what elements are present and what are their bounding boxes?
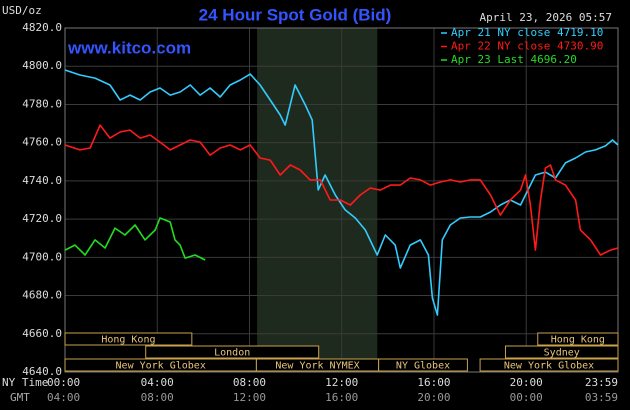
- x2-tick-label: 08:00: [141, 391, 174, 404]
- x-tick-label: 23:59: [585, 376, 618, 389]
- x-tick-label: 08:00: [233, 376, 266, 389]
- session-box: [378, 358, 468, 372]
- y-tick-label: 4800.0: [22, 59, 62, 72]
- series-line: [64, 217, 206, 261]
- session-box: [504, 345, 619, 359]
- session-box: [64, 332, 193, 346]
- legend-label: Apr 23 Last 4696.20: [451, 53, 577, 66]
- x2-tick-label: 16:00: [325, 391, 358, 404]
- x-tick-label: 12:00: [325, 376, 358, 389]
- x2-axis-label: GMT: [10, 391, 30, 404]
- session-box: [537, 332, 619, 346]
- y-tick-label: 4640.0: [22, 365, 62, 378]
- x-tick-label: 04:00: [141, 376, 174, 389]
- session-label: Hong Kong: [551, 335, 605, 346]
- session-label: London: [214, 348, 250, 359]
- x2-tick-label: 03:59: [585, 391, 618, 404]
- y-tick-label: 4760.0: [22, 136, 62, 149]
- y-tick-label: 4700.0: [22, 250, 62, 263]
- x-tick-label: 16:00: [417, 376, 450, 389]
- series-line: [64, 69, 619, 316]
- y-tick-label: 4780.0: [22, 97, 62, 110]
- y-tick-label: 4740.0: [22, 174, 62, 187]
- x2-tick-label: 00:00: [510, 391, 543, 404]
- legend-label: Apr 22 NY close 4730.90: [451, 40, 603, 53]
- session-box: [479, 358, 619, 372]
- x2-tick-label: 20:00: [417, 391, 450, 404]
- session-label: New York NYMEX: [275, 361, 359, 372]
- session-box: [145, 345, 320, 359]
- y-tick-label: 4680.0: [22, 289, 62, 302]
- chart-title: 24 Hour Spot Gold (Bid): [199, 5, 392, 24]
- session-label: New York Globex: [504, 361, 594, 372]
- shaded-session: [257, 28, 378, 372]
- unit-label: USD/oz: [2, 4, 42, 17]
- watermark: www.kitco.com: [67, 38, 191, 57]
- x-tick-label: 00:00: [47, 376, 80, 389]
- session-label: New York Globex: [116, 361, 206, 372]
- session-label: Sydney: [544, 348, 580, 359]
- y-tick-label: 4820.0: [22, 21, 62, 34]
- series-line: [64, 124, 619, 256]
- plot-frame: [64, 27, 619, 373]
- x2-tick-label: 04:00: [47, 391, 80, 404]
- y-tick-label: 4720.0: [22, 212, 62, 225]
- legend-label: Apr 21 NY close 4719.10: [451, 26, 603, 39]
- x-axis-label: NY Time: [2, 376, 48, 389]
- x-tick-label: 20:00: [510, 376, 543, 389]
- session-label: NY Globex: [396, 361, 450, 372]
- x2-tick-label: 12:00: [233, 391, 266, 404]
- y-tick-label: 4660.0: [22, 327, 62, 340]
- session-label: Hong Kong: [101, 335, 155, 346]
- timestamp: April 23, 2026 05:57: [480, 11, 612, 24]
